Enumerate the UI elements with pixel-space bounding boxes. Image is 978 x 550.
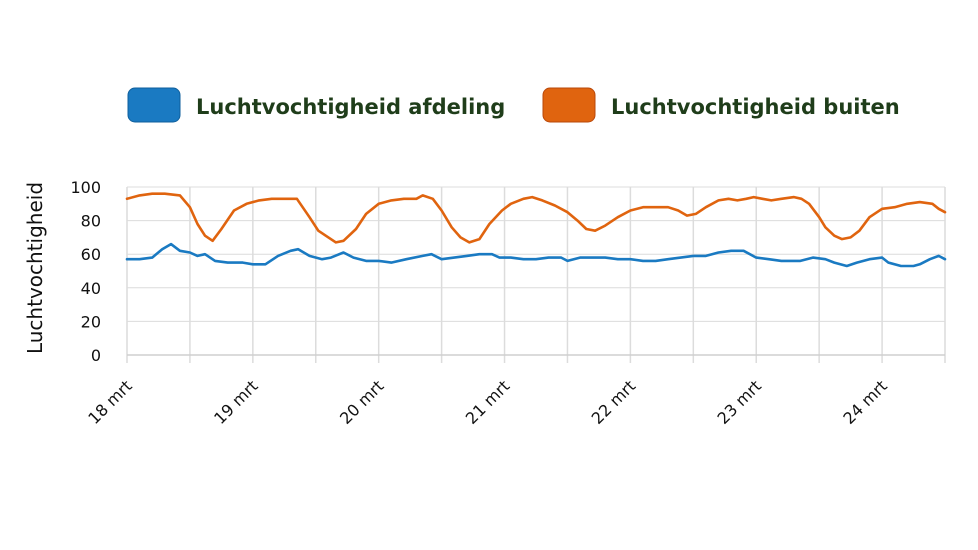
y-tick-label: 0 bbox=[91, 346, 101, 365]
y-axis-title: Luchtvochtigheid bbox=[23, 182, 47, 354]
legend-item-afdeling: Luchtvochtigheid afdeling bbox=[127, 87, 505, 123]
x-tick-label: 18 mrt bbox=[84, 376, 136, 428]
series-line-buiten bbox=[125, 192, 947, 244]
series-line-afdeling bbox=[125, 242, 947, 268]
legend-label-buiten: Luchtvochtigheid buiten bbox=[611, 95, 900, 119]
y-tick-label: 20 bbox=[81, 312, 101, 331]
legend-swatch-afdeling bbox=[127, 87, 181, 123]
legend-swatch-buiten bbox=[542, 87, 596, 123]
x-tick-label: 20 mrt bbox=[336, 376, 388, 428]
y-tick-label: 100 bbox=[70, 178, 101, 197]
grid bbox=[126, 186, 946, 363]
y-tick-label: 40 bbox=[81, 279, 101, 298]
x-tick-label: 22 mrt bbox=[588, 376, 640, 428]
y-tick-label: 60 bbox=[81, 245, 101, 264]
x-tick-label: 19 mrt bbox=[210, 376, 262, 428]
x-tick-label: 23 mrt bbox=[714, 376, 766, 428]
x-tick-label: 21 mrt bbox=[462, 376, 514, 428]
legend-item-buiten: Luchtvochtigheid buiten bbox=[542, 87, 900, 123]
y-tick-label: 80 bbox=[81, 212, 101, 231]
x-tick-label: 24 mrt bbox=[839, 376, 891, 428]
series-lines bbox=[125, 192, 947, 268]
legend: Luchtvochtigheid afdeling Luchtvochtighe… bbox=[127, 87, 900, 123]
legend-label-afdeling: Luchtvochtigheid afdeling bbox=[196, 95, 505, 119]
